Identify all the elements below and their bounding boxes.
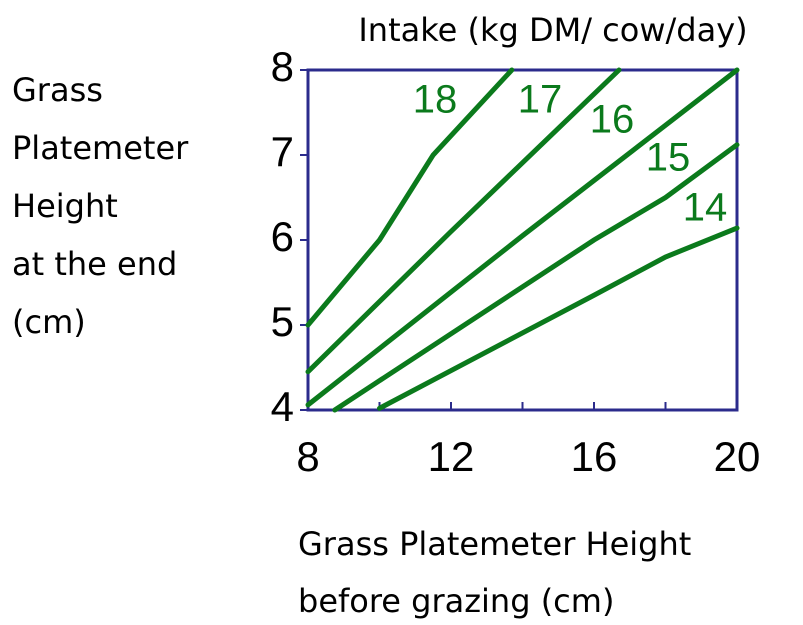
- series-label: 18: [413, 78, 458, 122]
- series-line: [305, 67, 622, 375]
- x-axis-label: Grass Platemeter Height: [298, 525, 691, 563]
- x-axis-label: before grazing (cm): [298, 582, 614, 620]
- y-tick-label: 8: [271, 43, 294, 90]
- series-line: [332, 142, 740, 413]
- y-tick-label: 7: [271, 128, 294, 175]
- y-tick-label: 6: [271, 213, 294, 260]
- series-label: 16: [590, 98, 635, 142]
- y-axis-label: Grass: [12, 71, 103, 109]
- series-line: [377, 225, 740, 411]
- y-axis-label: at the end: [12, 245, 177, 283]
- x-tick-label: 8: [296, 433, 319, 480]
- y-axis-label: Height: [12, 187, 118, 225]
- series-label: 15: [646, 136, 691, 180]
- y-axis-label: (cm): [12, 303, 86, 341]
- series-line: [305, 67, 515, 328]
- chart-title: Intake (kg DM/ cow/day): [358, 11, 747, 49]
- y-tick-label: 4: [271, 383, 294, 430]
- series-label: 14: [683, 186, 728, 230]
- y-tick-label: 5: [271, 298, 294, 345]
- y-axis-label: Platemeter: [12, 129, 189, 167]
- series-line: [305, 67, 740, 408]
- x-tick-label: 12: [428, 433, 475, 480]
- series-label: 17: [518, 78, 563, 122]
- x-tick-label: 16: [571, 433, 618, 480]
- x-tick-label: 20: [714, 433, 761, 480]
